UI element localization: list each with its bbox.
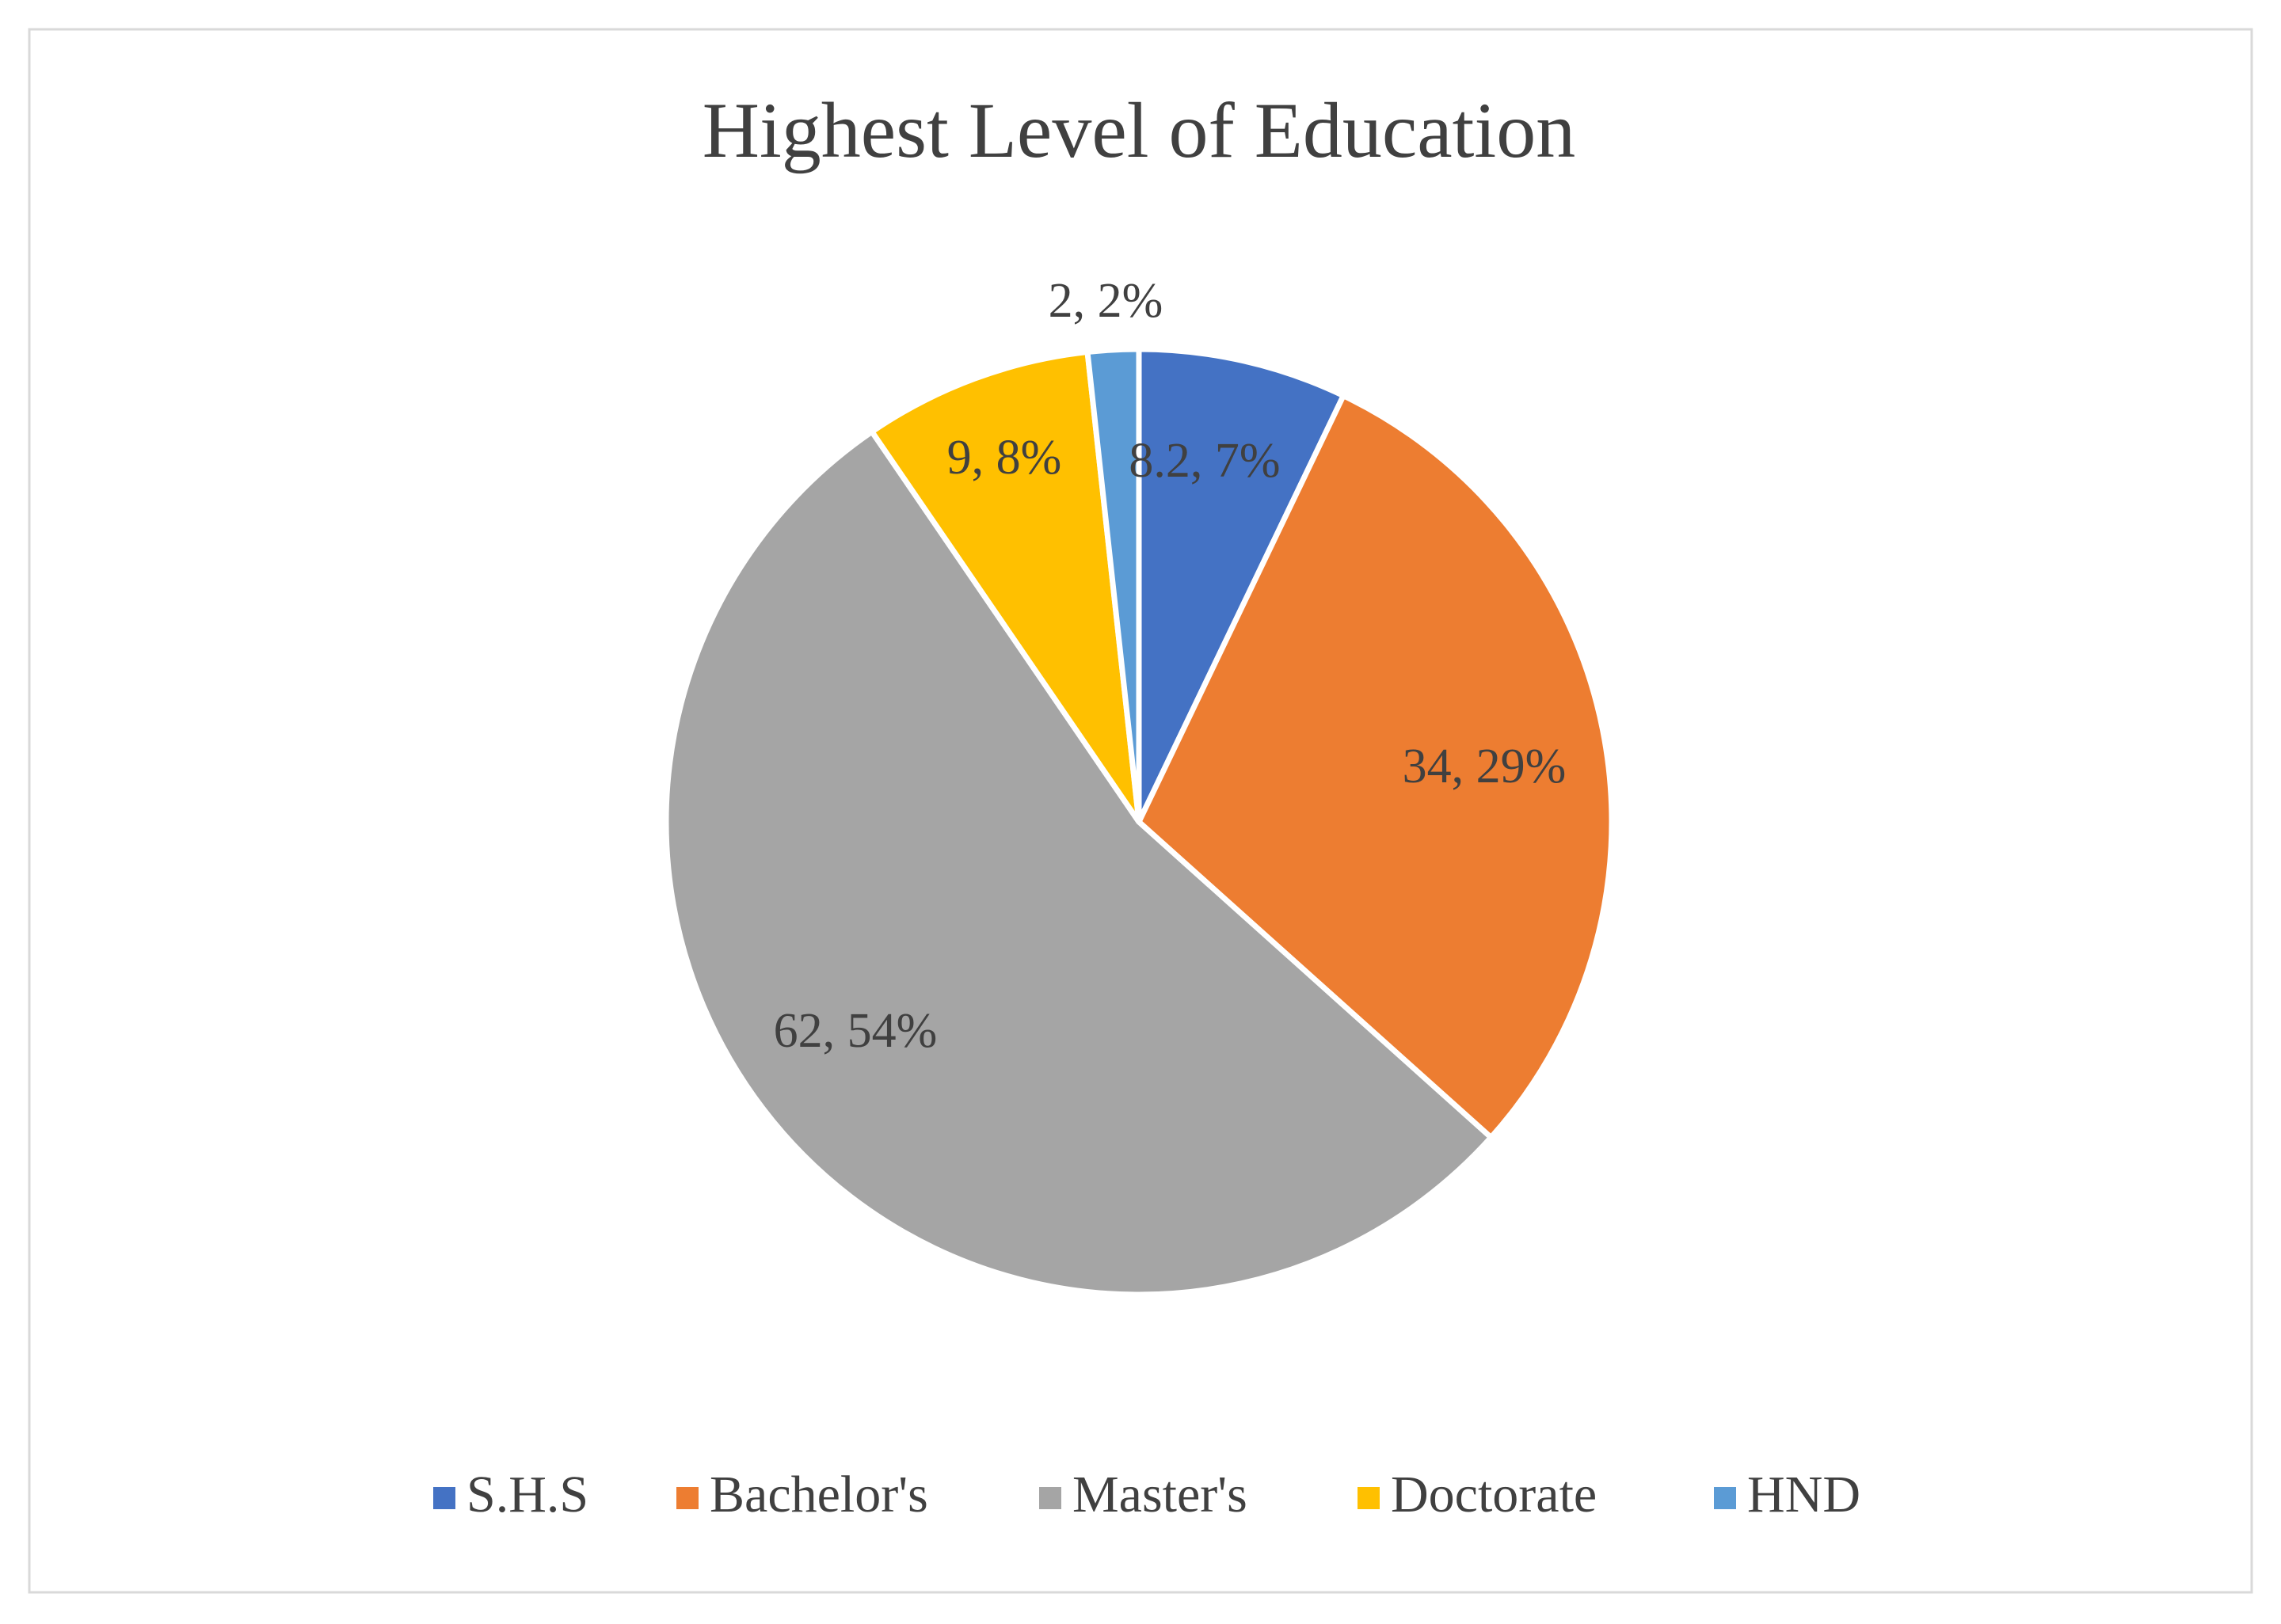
legend-swatch bbox=[1714, 1487, 1736, 1509]
legend-label: Master's bbox=[1072, 1466, 1247, 1523]
chart-title: Highest Level of Education bbox=[703, 86, 1575, 174]
legend-swatch bbox=[433, 1487, 455, 1509]
pie-slice bbox=[868, 348, 1142, 823]
legend-swatch bbox=[676, 1487, 699, 1509]
pie-slice bbox=[1084, 346, 1142, 823]
data-label: 34, 29% bbox=[1403, 740, 1567, 793]
legend-label: HND bbox=[1747, 1466, 1860, 1523]
legend-label: S.H.S bbox=[466, 1466, 588, 1523]
legend-swatch bbox=[1039, 1487, 1061, 1509]
pie-slice bbox=[663, 428, 1495, 1298]
legend-label: Bachelor's bbox=[710, 1466, 928, 1523]
data-label: 8.2, 7% bbox=[1129, 434, 1280, 488]
legend-label: Doctorate bbox=[1391, 1466, 1597, 1523]
data-label: 9, 8% bbox=[947, 431, 1062, 485]
data-label: 62, 54% bbox=[774, 1004, 938, 1058]
data-label: 2, 2% bbox=[1049, 274, 1163, 328]
pie-slice bbox=[1135, 392, 1615, 1142]
pie-slice bbox=[1136, 346, 1347, 823]
legend-swatch bbox=[1358, 1487, 1380, 1509]
